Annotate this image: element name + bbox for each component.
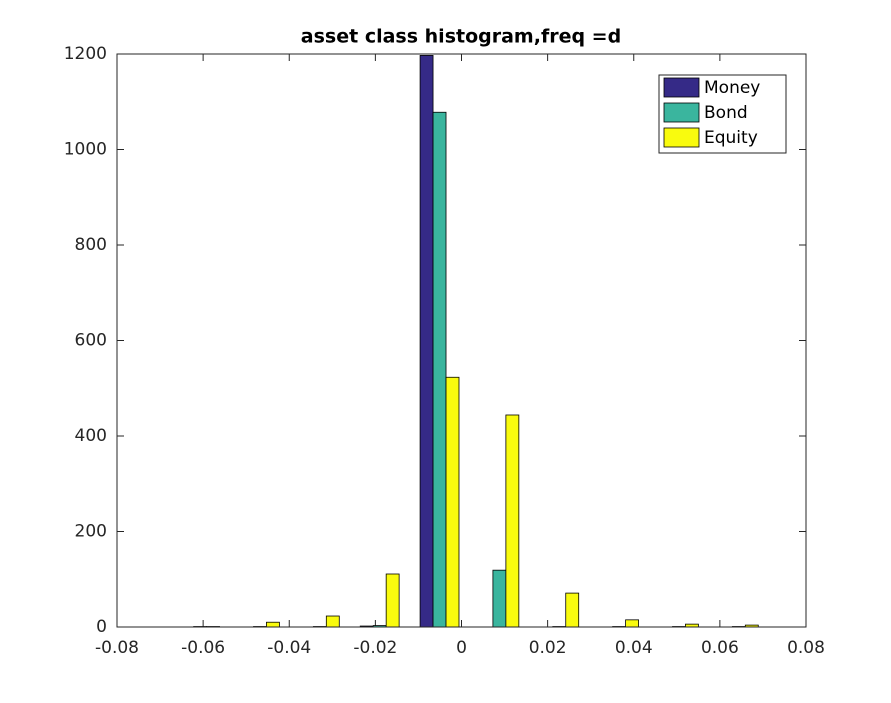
chart-title: asset class histogram,freq =d [301, 26, 621, 48]
x-tick-label: 0.02 [529, 638, 567, 658]
y-tick-label: 0 [96, 617, 107, 637]
x-tick-label: -0.02 [353, 638, 397, 658]
legend-swatch [663, 77, 700, 98]
bar [266, 621, 280, 628]
x-tick-label: 0.08 [787, 638, 825, 658]
bar [492, 569, 507, 628]
bar [419, 55, 434, 628]
legend-label: Bond [704, 103, 748, 123]
y-tick-label: 600 [75, 331, 107, 351]
legend-swatch [663, 127, 700, 148]
x-tick-label: -0.06 [181, 638, 225, 658]
bar [625, 619, 639, 628]
legend-swatch [663, 102, 700, 123]
bar [505, 414, 520, 628]
bar [325, 615, 340, 628]
x-tick-label: 0.04 [615, 638, 653, 658]
x-tick-label: 0.06 [701, 638, 739, 658]
legend-label: Money [704, 78, 760, 98]
x-tick-label: 0 [456, 638, 467, 658]
y-tick-label: 1000 [64, 140, 107, 160]
bar [565, 592, 580, 628]
legend-label: Equity [704, 128, 758, 148]
y-tick-label: 800 [75, 235, 107, 255]
bar [385, 573, 400, 628]
x-tick-label: -0.04 [267, 638, 311, 658]
bar [432, 111, 447, 628]
axes-box [116, 53, 807, 628]
y-tick-label: 400 [75, 426, 107, 446]
x-tick-label: -0.08 [95, 638, 139, 658]
y-tick-label: 1200 [64, 44, 107, 64]
y-tick-label: 200 [75, 522, 107, 542]
bar [445, 376, 460, 628]
